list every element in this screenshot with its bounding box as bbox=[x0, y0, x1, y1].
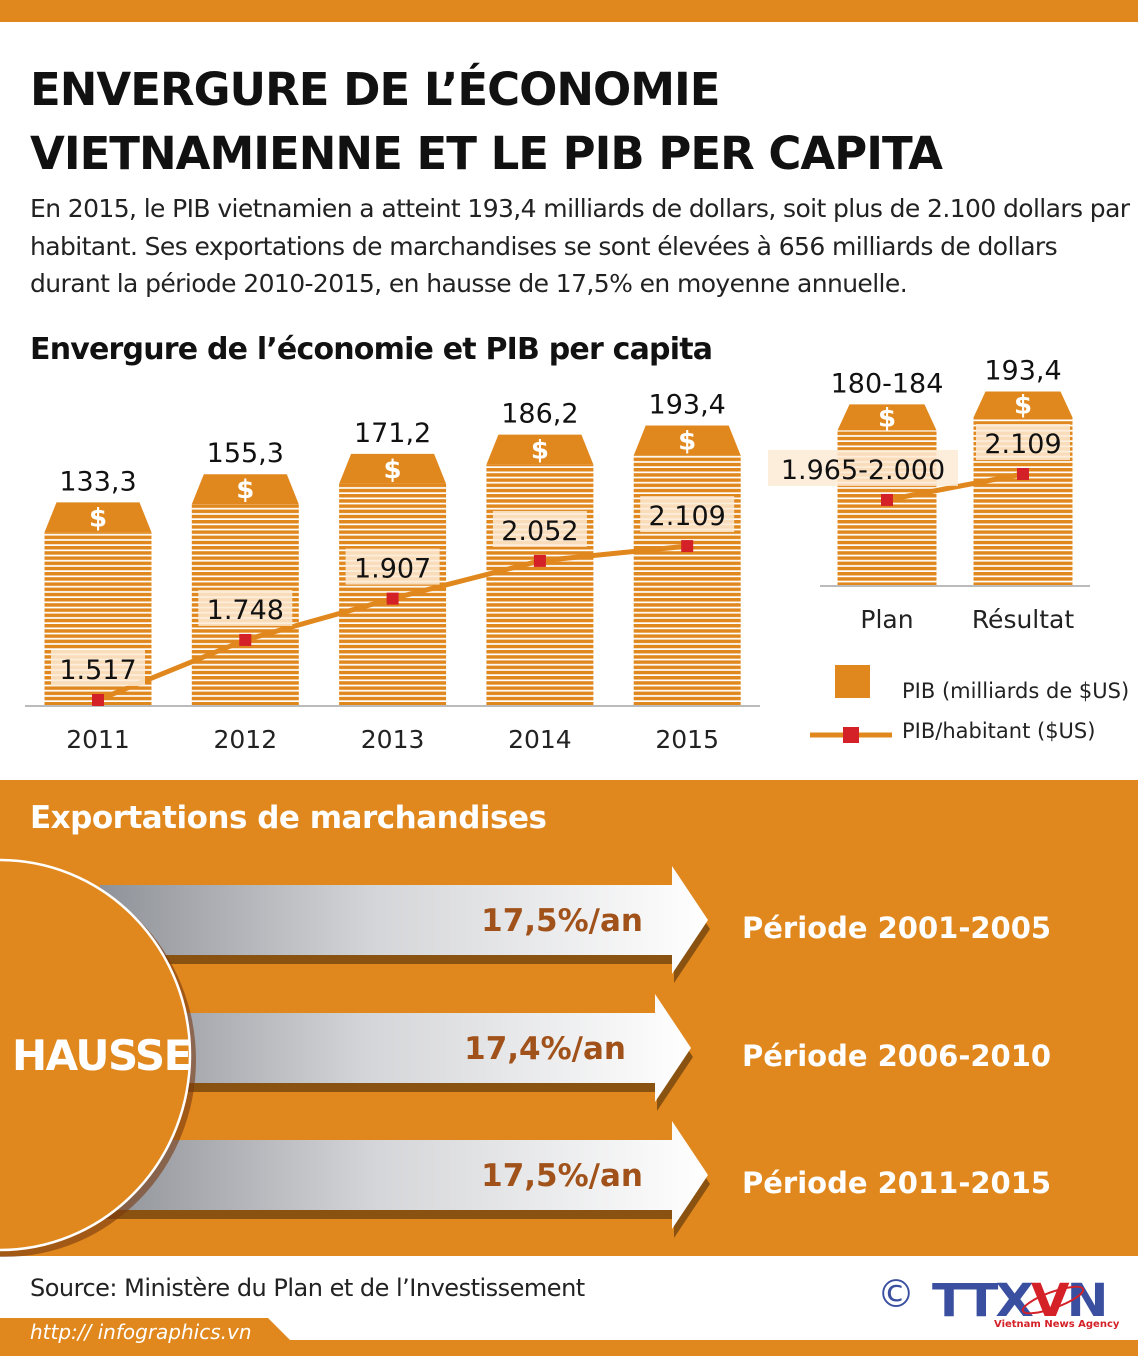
period-label: Période 2006-2010 bbox=[742, 1039, 1051, 1073]
dollar-sign-icon: $ bbox=[384, 455, 402, 485]
svg-text:Vietnam News Agency: Vietnam News Agency bbox=[994, 1319, 1120, 1330]
line-label-bg bbox=[51, 650, 145, 686]
line-point bbox=[881, 493, 893, 506]
bar-value-label: 180-184 bbox=[831, 368, 944, 399]
line-point bbox=[1017, 468, 1029, 480]
arrow-shape bbox=[100, 994, 691, 1102]
growth-rate-label: 17,5%/an bbox=[481, 903, 643, 939]
category-label: 2012 bbox=[213, 725, 277, 754]
arrow-shape bbox=[100, 1121, 708, 1229]
bar-value-label: 193,4 bbox=[984, 355, 1061, 386]
svg-text:TTXVN: TTXVN bbox=[932, 1275, 1105, 1327]
bar-cap bbox=[486, 434, 594, 465]
line-value-label: 1.965-2.000 bbox=[781, 455, 945, 486]
growth-rate-label: 17,5%/an bbox=[481, 1158, 643, 1194]
category-label: Plan bbox=[860, 605, 913, 634]
dollar-sign-icon: $ bbox=[678, 426, 696, 456]
dollar-sign-icon: $ bbox=[878, 403, 896, 433]
dollar-sign-icon: $ bbox=[531, 436, 549, 466]
page-title: ENVERGURE DE L’ÉCONOMIE VIETNAMIENNE ET … bbox=[30, 63, 943, 180]
line-label-bg bbox=[640, 496, 735, 533]
category-label: 2015 bbox=[655, 725, 719, 754]
category-label: 2011 bbox=[66, 725, 130, 754]
bar bbox=[486, 464, 594, 705]
line-value-label: 2.109 bbox=[984, 429, 1061, 460]
export-row: 17,5%/an Période 2011-2015 bbox=[100, 1121, 1051, 1238]
category-label: Résultat bbox=[972, 605, 1075, 634]
line-point bbox=[239, 633, 252, 646]
dollar-sign-icon: $ bbox=[1014, 390, 1032, 420]
legend-line-marker bbox=[843, 727, 859, 743]
bar-cap bbox=[339, 453, 447, 484]
bar-value-label: 193,4 bbox=[649, 389, 726, 420]
website-link[interactable]: http:// infographics.vn bbox=[30, 1320, 252, 1344]
legend-line-label: PIB/habitant ($US) bbox=[902, 719, 1095, 743]
line-value-label: 1.907 bbox=[354, 554, 431, 585]
line-label-bg bbox=[198, 589, 293, 626]
line-value-label: 1.748 bbox=[207, 595, 284, 626]
bar-cap bbox=[44, 502, 152, 533]
copyright-icon: © bbox=[877, 1272, 915, 1316]
bar-value-label: 171,2 bbox=[354, 418, 431, 449]
dollar-sign-icon: $ bbox=[236, 475, 254, 505]
arrow-shape bbox=[100, 866, 708, 974]
category-label: 2014 bbox=[508, 725, 572, 754]
hausse-label: HAUSSE bbox=[12, 1031, 191, 1080]
line-label-bg bbox=[768, 449, 958, 486]
export-row: 17,4%/an Période 2006-2010 bbox=[100, 994, 1051, 1111]
ttxvn-logo: TTXVN Vietnam News Agency bbox=[932, 1275, 1120, 1330]
period-label: Période 2001-2005 bbox=[742, 911, 1051, 945]
export-row: 17,5%/an Période 2001-2005 bbox=[100, 866, 1051, 983]
bar-cap bbox=[191, 474, 299, 505]
line-label-bg bbox=[492, 510, 587, 547]
line-point bbox=[681, 540, 694, 553]
gdp-chart: $133,3 2011 $155,3 2012 $171,2 2013 $186,2 2014… bbox=[25, 389, 760, 754]
bar-cap bbox=[837, 404, 937, 431]
intro-text: En 2015, le PIB vietnamien a atteint 193… bbox=[30, 194, 1130, 298]
top-bar bbox=[0, 0, 1138, 22]
source-text: Source: Ministère du Plan et de l’Invest… bbox=[30, 1274, 585, 1302]
line-label-bg bbox=[976, 424, 1070, 460]
legend-bar-swatch bbox=[835, 665, 870, 698]
exports-title: Exportations de marchandises bbox=[30, 800, 547, 836]
line-value-label: 2.109 bbox=[649, 501, 726, 532]
line-point bbox=[386, 592, 399, 605]
bar-value-label: 155,3 bbox=[207, 438, 284, 469]
footer-graphics: © TTXVN Vietnam News Agency bbox=[0, 1272, 1138, 1356]
chart-title: Envergure de l’économie et PIB per capit… bbox=[30, 332, 713, 367]
bar-cap bbox=[973, 391, 1073, 418]
dollar-sign-icon: $ bbox=[89, 503, 107, 533]
legend-bar-label: PIB (milliards de $US) bbox=[902, 679, 1129, 703]
export-arrows: 17,5%/an Période 2001-2005 17,4%/an Période… bbox=[100, 866, 1051, 1238]
growth-rate-label: 17,4%/an bbox=[464, 1031, 626, 1067]
line-value-label: 2.052 bbox=[501, 516, 578, 547]
legend: PIB (milliards de $US) PIB/habitant ($US… bbox=[810, 665, 1129, 743]
line-point bbox=[92, 694, 104, 706]
line-label-bg bbox=[345, 548, 440, 585]
line-point bbox=[533, 554, 546, 567]
line-value-label: 1.517 bbox=[59, 655, 136, 686]
hausse-circle: HAUSSE bbox=[0, 858, 196, 1257]
line-series bbox=[886, 471, 1024, 503]
category-label: 2013 bbox=[361, 725, 425, 754]
bar-cap bbox=[633, 425, 741, 456]
period-label: Période 2011-2015 bbox=[742, 1166, 1051, 1200]
bar-value-label: 133,3 bbox=[59, 466, 136, 497]
bar-value-label: 186,2 bbox=[501, 399, 578, 430]
plan-result-chart: $180-184 Plan $193,4 Résultat 1.965-2.000 2.1… bbox=[768, 355, 1090, 634]
bar bbox=[633, 455, 741, 705]
